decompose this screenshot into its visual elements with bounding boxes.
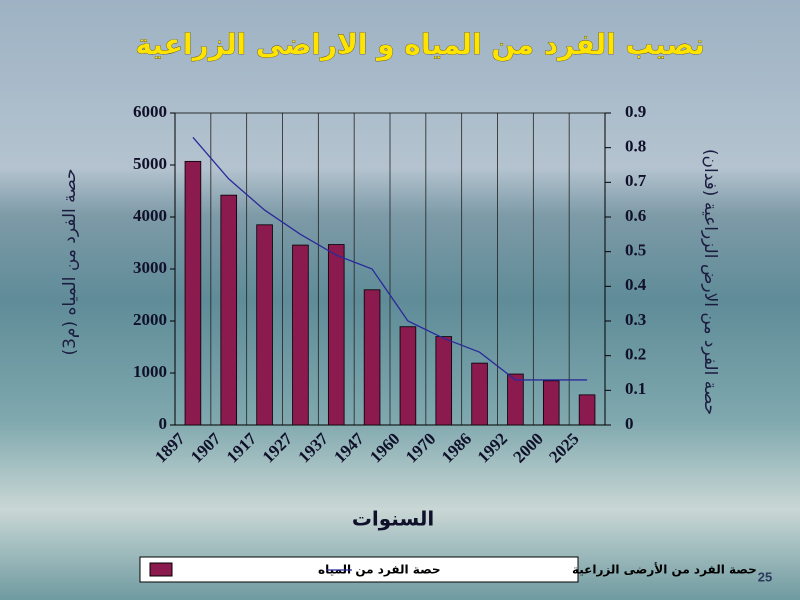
bar bbox=[507, 373, 524, 426]
y2-tick-label: 0.1 bbox=[625, 379, 646, 398]
bar bbox=[435, 336, 453, 426]
bar bbox=[292, 244, 309, 426]
x-tick-label: 2025 bbox=[545, 429, 582, 466]
y-tick-label: 1000 bbox=[133, 362, 167, 381]
y2-tick-label: 0.7 bbox=[625, 171, 647, 190]
y-tick-label: 2000 bbox=[133, 310, 167, 329]
x-tick-label: 1970 bbox=[402, 429, 439, 466]
y2-tick-label: 0.4 bbox=[625, 275, 647, 294]
x-tick-label: 1986 bbox=[438, 429, 475, 466]
x-tick-label: 1907 bbox=[187, 429, 225, 467]
legend-swatch bbox=[149, 562, 173, 577]
y2-tick-label: 0.2 bbox=[625, 345, 646, 364]
y-tick-label: 0 bbox=[159, 414, 168, 433]
line bbox=[192, 136, 588, 381]
y-tick-label: 3000 bbox=[133, 258, 167, 277]
x-tick-label: 1917 bbox=[223, 429, 261, 467]
x-axis-title: السنوات bbox=[352, 507, 434, 531]
bar bbox=[220, 194, 238, 426]
y2-tick-label: 0.3 bbox=[625, 310, 646, 329]
legend-label: حصة الفرد من المياه bbox=[318, 563, 441, 577]
y2-tick-label: 0.9 bbox=[625, 102, 646, 121]
x-tick-label: 1937 bbox=[294, 429, 332, 467]
bar bbox=[256, 224, 273, 426]
x-tick-label: 1927 bbox=[259, 429, 297, 467]
y2-tick-label: 0 bbox=[625, 414, 634, 433]
bar bbox=[184, 160, 202, 426]
x-tick-label: 2000 bbox=[509, 429, 546, 466]
y2-axis-title: حصة الفرد من الارض الزراعية (فدان) bbox=[700, 149, 720, 415]
y2-tick-label: 0.5 bbox=[625, 241, 646, 260]
y-tick-label: 4000 bbox=[133, 206, 167, 225]
bar bbox=[327, 244, 345, 426]
bar bbox=[578, 394, 596, 426]
x-tick-label: 1947 bbox=[330, 429, 368, 467]
legend-label: حصة الفرد من الأرضى الزراعية bbox=[572, 562, 757, 577]
bar bbox=[471, 362, 488, 426]
x-tick-label: 1960 bbox=[366, 429, 403, 466]
x-tick-label: 1992 bbox=[474, 429, 511, 466]
bar bbox=[542, 380, 560, 426]
y-tick-label: 6000 bbox=[133, 102, 167, 121]
y2-tick-label: 0.6 bbox=[625, 206, 646, 225]
slide-number: 25 bbox=[758, 569, 772, 584]
bar bbox=[399, 326, 417, 426]
y-tick-label: 5000 bbox=[133, 154, 167, 173]
x-tick-label: 1897 bbox=[151, 429, 189, 467]
y2-tick-label: 0.8 bbox=[625, 137, 646, 156]
legend bbox=[139, 556, 579, 583]
bar bbox=[363, 289, 381, 426]
y-axis-title: حصة الفرد من المياه (م3) bbox=[60, 168, 80, 355]
chart-title: نصيب الفرد من المياه و الاراضى الزراعية bbox=[135, 28, 704, 61]
